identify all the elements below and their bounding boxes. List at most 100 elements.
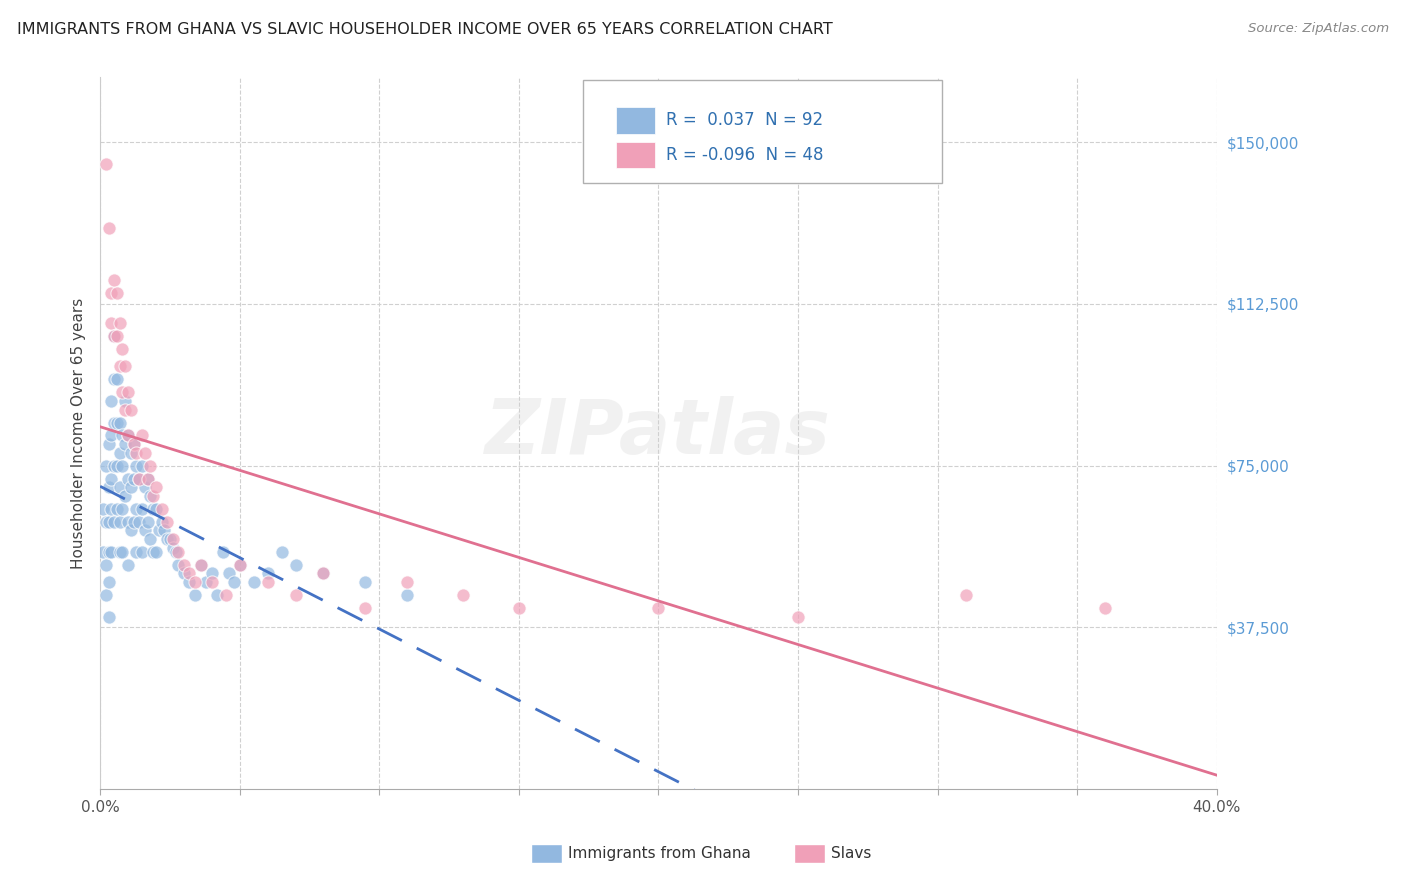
Point bbox=[94, 458, 117, 473]
Point bbox=[207, 588, 229, 602]
Point bbox=[312, 566, 335, 581]
Point bbox=[114, 393, 136, 408]
Text: ZIPatlas: ZIPatlas bbox=[485, 396, 831, 470]
Point bbox=[125, 501, 148, 516]
Point bbox=[167, 558, 190, 572]
Point bbox=[131, 545, 153, 559]
Point bbox=[165, 545, 187, 559]
Point bbox=[139, 458, 162, 473]
Point bbox=[354, 575, 377, 590]
Point bbox=[184, 588, 207, 602]
Point bbox=[122, 472, 145, 486]
Point bbox=[955, 588, 977, 602]
Point bbox=[103, 458, 125, 473]
Point bbox=[105, 286, 128, 301]
Text: IMMIGRANTS FROM GHANA VS SLAVIC HOUSEHOLDER INCOME OVER 65 YEARS CORRELATION CHA: IMMIGRANTS FROM GHANA VS SLAVIC HOUSEHOL… bbox=[17, 22, 832, 37]
Point bbox=[105, 458, 128, 473]
Point bbox=[256, 566, 278, 581]
Point bbox=[97, 545, 120, 559]
Point bbox=[224, 575, 246, 590]
Point bbox=[142, 545, 165, 559]
Point bbox=[94, 157, 117, 171]
Point bbox=[162, 532, 184, 546]
Point bbox=[108, 515, 131, 529]
Point bbox=[117, 472, 139, 486]
Point bbox=[122, 437, 145, 451]
Point bbox=[150, 515, 173, 529]
Point bbox=[100, 393, 122, 408]
Point bbox=[100, 545, 122, 559]
Point bbox=[134, 480, 156, 494]
Point bbox=[103, 416, 125, 430]
Point bbox=[91, 545, 114, 559]
Point bbox=[218, 566, 240, 581]
Point bbox=[105, 416, 128, 430]
Point bbox=[647, 601, 669, 615]
Point bbox=[156, 515, 179, 529]
Point bbox=[145, 480, 167, 494]
Point bbox=[136, 472, 159, 486]
Point bbox=[148, 524, 170, 538]
Point bbox=[114, 402, 136, 417]
Text: R =  0.037  N = 92: R = 0.037 N = 92 bbox=[666, 112, 824, 129]
Point bbox=[97, 480, 120, 494]
Point bbox=[108, 359, 131, 374]
Point bbox=[190, 558, 212, 572]
Point bbox=[451, 588, 474, 602]
Point bbox=[134, 524, 156, 538]
Point bbox=[120, 524, 142, 538]
Point bbox=[396, 575, 419, 590]
Point bbox=[108, 545, 131, 559]
Point bbox=[105, 501, 128, 516]
Point bbox=[111, 545, 134, 559]
Point bbox=[97, 437, 120, 451]
Point bbox=[212, 545, 235, 559]
Point bbox=[139, 532, 162, 546]
Point bbox=[228, 558, 250, 572]
Point bbox=[242, 575, 264, 590]
Point bbox=[142, 501, 165, 516]
Point bbox=[125, 545, 148, 559]
Point bbox=[270, 545, 292, 559]
Point bbox=[312, 566, 335, 581]
Text: Source: ZipAtlas.com: Source: ZipAtlas.com bbox=[1249, 22, 1389, 36]
Point bbox=[167, 545, 190, 559]
Point bbox=[131, 501, 153, 516]
Point bbox=[131, 428, 153, 442]
Point bbox=[111, 342, 134, 356]
Point bbox=[159, 532, 181, 546]
Point bbox=[131, 458, 153, 473]
Point bbox=[145, 545, 167, 559]
Point bbox=[145, 501, 167, 516]
Point bbox=[201, 575, 224, 590]
Point bbox=[108, 446, 131, 460]
Point bbox=[103, 372, 125, 386]
Point bbox=[117, 385, 139, 400]
Point bbox=[91, 501, 114, 516]
Point bbox=[136, 515, 159, 529]
Point bbox=[787, 609, 810, 624]
Point bbox=[215, 588, 238, 602]
Point bbox=[103, 329, 125, 343]
Point bbox=[120, 402, 142, 417]
Point bbox=[190, 558, 212, 572]
Point bbox=[103, 515, 125, 529]
Point bbox=[122, 515, 145, 529]
Point bbox=[184, 575, 207, 590]
Point bbox=[117, 558, 139, 572]
Point bbox=[128, 472, 150, 486]
Point bbox=[136, 472, 159, 486]
Point bbox=[105, 329, 128, 343]
Point bbox=[120, 446, 142, 460]
Point bbox=[156, 532, 179, 546]
Point bbox=[117, 428, 139, 442]
Point bbox=[162, 541, 184, 555]
Point bbox=[111, 428, 134, 442]
Point bbox=[142, 489, 165, 503]
Point bbox=[111, 458, 134, 473]
Point bbox=[125, 458, 148, 473]
Point bbox=[103, 273, 125, 287]
Point bbox=[100, 316, 122, 330]
Point bbox=[1094, 601, 1116, 615]
Point bbox=[114, 359, 136, 374]
